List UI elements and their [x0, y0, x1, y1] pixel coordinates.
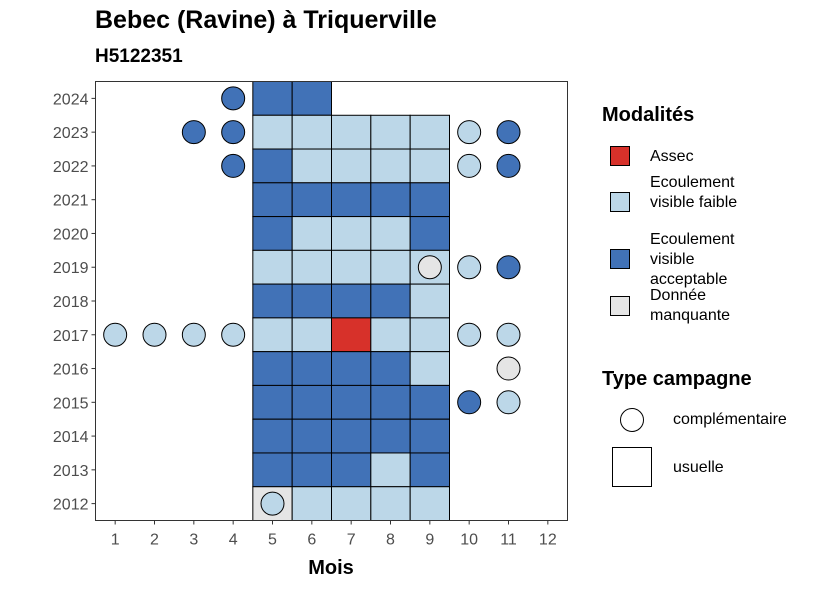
y-tick-label: 2020	[53, 226, 89, 243]
complementaire-point	[142, 322, 167, 347]
y-tick-label: 2019	[53, 260, 89, 277]
x-tick-label: 7	[347, 532, 356, 549]
legend-swatch-ecoulement-acceptable	[610, 249, 630, 269]
usuelle-tile	[252, 418, 293, 454]
complementaire-point	[457, 390, 482, 415]
usuelle-tile	[409, 486, 450, 522]
usuelle-tile	[370, 384, 411, 420]
legend-swatch-ecoulement-faible	[610, 192, 630, 212]
legend-swatch-assec	[610, 146, 630, 166]
usuelle-tile	[370, 283, 411, 319]
complementaire-point	[496, 120, 521, 145]
usuelle-tile	[291, 216, 332, 251]
y-tick-label: 2014	[53, 429, 89, 446]
y-tick-label: 2022	[53, 159, 89, 176]
legend-label-ecoulement-faible: Ecoulement visible faible	[650, 174, 738, 211]
x-tick-label: 8	[386, 532, 395, 549]
complementaire-point	[221, 86, 246, 111]
x-tick-label: 11	[500, 532, 517, 549]
complementaire-point	[221, 120, 246, 145]
usuelle-tile	[409, 317, 450, 353]
usuelle-tile	[370, 486, 411, 522]
complementaire-point	[221, 153, 246, 178]
usuelle-tile	[331, 249, 372, 285]
y-tick-label: 2024	[53, 91, 89, 108]
usuelle-tile	[409, 216, 450, 251]
chart-title: Bebec (Ravine) à Triquerville	[95, 6, 437, 34]
y-tick-label: 2012	[53, 497, 89, 514]
y-tick-label: 2021	[53, 193, 89, 210]
complementaire-point	[457, 322, 482, 347]
complementaire-point	[457, 153, 482, 178]
usuelle-tile	[409, 182, 450, 218]
complementaire-point	[496, 390, 521, 415]
usuelle-tile	[291, 486, 332, 522]
legend-label-usuelle: usuelle	[673, 459, 724, 476]
usuelle-tile	[252, 283, 293, 319]
usuelle-tile	[252, 317, 293, 353]
y-tick-label: 2023	[53, 125, 89, 142]
usuelle-tile	[409, 283, 450, 319]
complementaire-point	[417, 255, 442, 280]
complementaire-point	[457, 120, 482, 145]
y-tick-label: 2016	[53, 362, 89, 379]
x-tick-label: 9	[425, 532, 434, 549]
legend-key-complementaire-icon	[620, 408, 644, 432]
usuelle-tile	[370, 182, 411, 218]
legend-modalites-title: Modalités	[602, 104, 695, 126]
usuelle-tile	[331, 148, 372, 184]
usuelle-tile	[409, 418, 450, 454]
complementaire-point	[260, 491, 285, 516]
chart-subtitle: H5122351	[95, 46, 183, 67]
usuelle-tile	[409, 452, 450, 488]
legend-swatch-donnee-manquante	[610, 296, 630, 316]
x-tick-label: 1	[111, 532, 120, 549]
usuelle-tile	[252, 148, 293, 184]
legend-label-ecoulement-acceptable: Ecoulement visible acceptable	[650, 231, 735, 288]
complementaire-points	[103, 86, 521, 516]
complementaire-point	[496, 322, 521, 347]
x-axis-label: Mois	[308, 557, 354, 579]
legend-label-donnee-manquante: Donnée manquante	[650, 287, 731, 324]
usuelle-tile	[252, 81, 293, 116]
complementaire-point	[496, 153, 521, 178]
legend-type-title: Type campagne	[602, 368, 752, 390]
x-tick-label: 3	[189, 532, 198, 549]
complementaire-point	[103, 322, 128, 347]
legend-label-assec: Assec	[650, 148, 694, 165]
usuelle-tile	[370, 418, 411, 454]
usuelle-tile	[252, 216, 293, 251]
y-tick-label: 2015	[53, 395, 89, 412]
usuelle-tile	[291, 182, 332, 218]
legend-key-usuelle-icon	[612, 447, 652, 487]
x-tick-label: 10	[460, 532, 478, 549]
complementaire-point	[181, 120, 206, 145]
usuelle-tile	[331, 317, 372, 353]
x-tick-label: 12	[539, 532, 557, 549]
x-tick-label: 4	[229, 532, 238, 549]
usuelle-tile	[370, 249, 411, 285]
y-tick-label: 2017	[53, 328, 89, 345]
complementaire-point	[496, 255, 521, 280]
usuelle-tile	[252, 249, 293, 285]
x-tick-label: 6	[307, 532, 316, 549]
complementaire-point	[221, 322, 246, 347]
complementaire-point	[457, 255, 482, 280]
x-tick-label: 2	[150, 532, 159, 549]
y-tick-label: 2013	[53, 463, 89, 480]
y-tick-label: 2018	[53, 294, 89, 311]
usuelle-tile	[291, 317, 332, 353]
usuelle-tile	[409, 384, 450, 420]
axes: 1 2 3 4 5 6 7 8 9 10 11 122012201320142015201620172…	[53, 91, 557, 548]
x-tick-label: 5	[268, 532, 277, 549]
complementaire-point	[496, 356, 521, 381]
complementaire-point	[181, 322, 206, 347]
legend-label-complementaire: complémentaire	[673, 411, 787, 428]
usuelle-tile	[409, 148, 450, 184]
usuelle-tile	[291, 452, 332, 488]
usuelle-tile	[370, 452, 411, 488]
